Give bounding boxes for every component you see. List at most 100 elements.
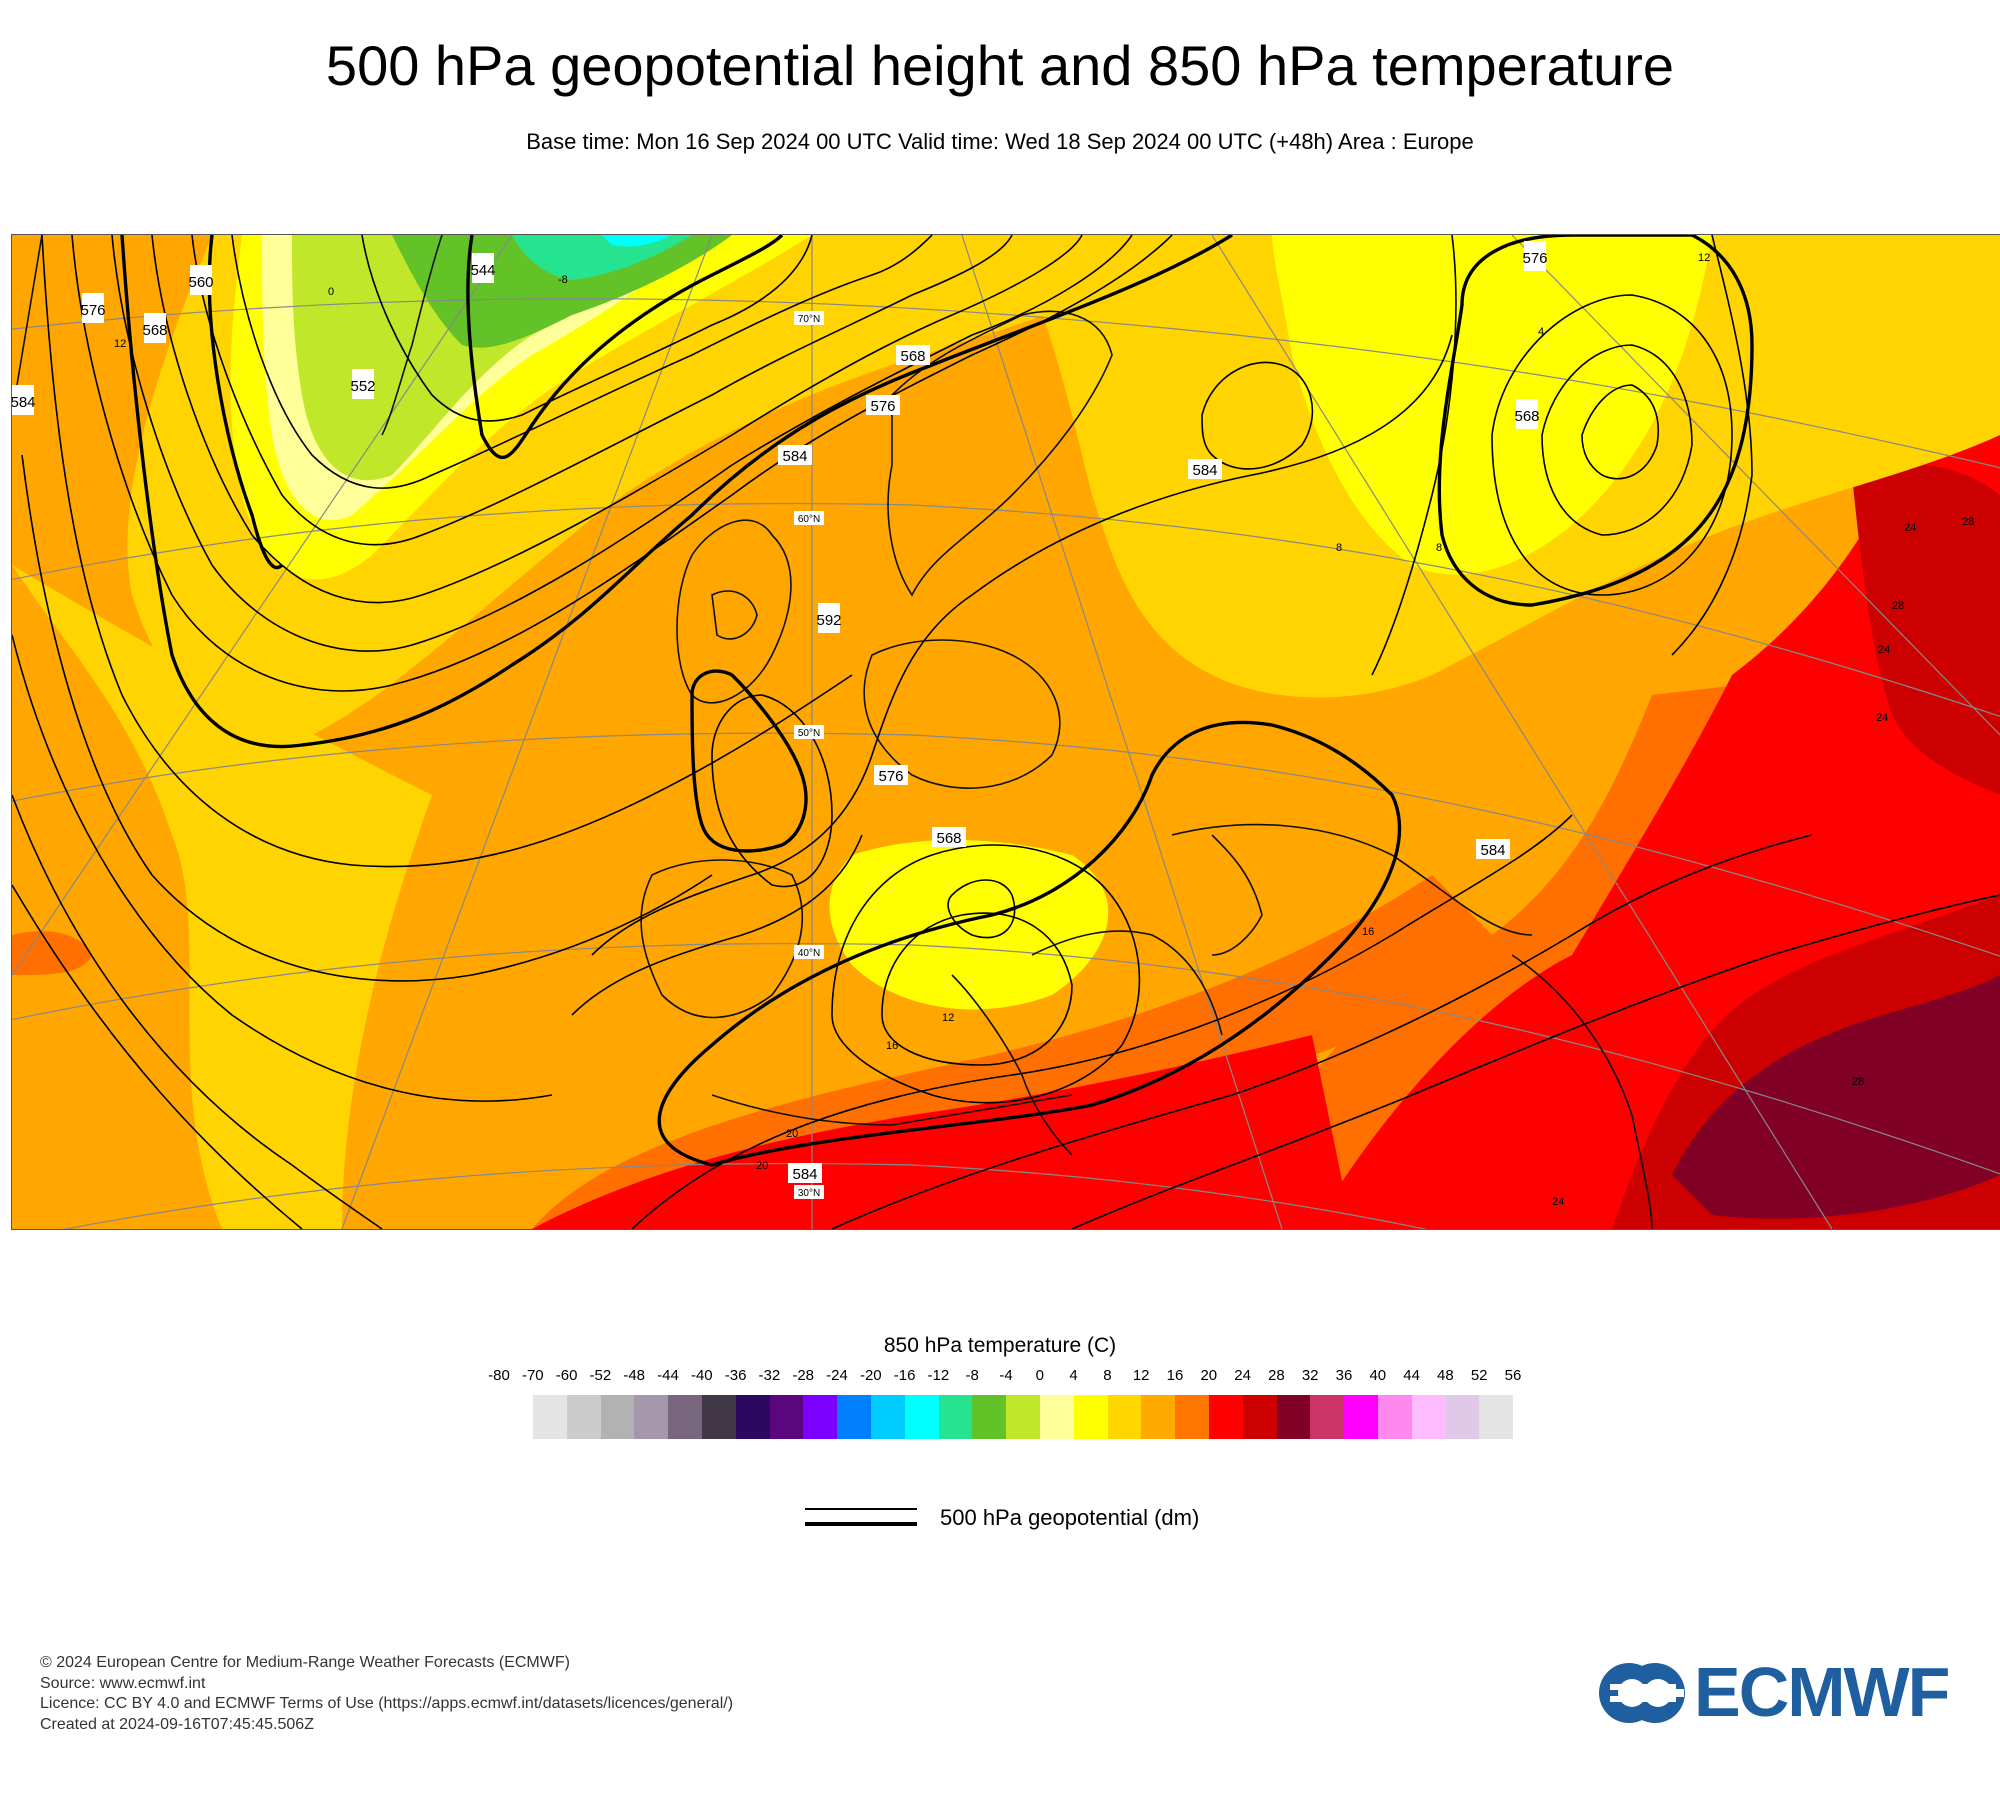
temp-region-12-west (12, 565, 432, 1229)
contour-label: 584 (12, 385, 36, 415)
temp-label: 24 (1876, 712, 1888, 724)
temp-label: 20 (756, 1160, 768, 1172)
contour-label: 568 (1514, 399, 1540, 429)
colorbar-tick-label: -44 (657, 1367, 679, 1384)
colorbar-swatch (1141, 1395, 1176, 1439)
contour-label: 576 (80, 293, 106, 323)
contour-label: 560 (188, 265, 214, 295)
contour-label: 576 (866, 395, 900, 415)
colorbar-swatch (634, 1395, 669, 1439)
colorbar-tick-label: 20 (1200, 1367, 1218, 1384)
colorbar-swatch (803, 1395, 838, 1439)
svg-text:70°N: 70°N (798, 314, 820, 325)
svg-text:568: 568 (1514, 408, 1539, 425)
colorbar-swatch (1073, 1395, 1108, 1439)
svg-text:592: 592 (816, 612, 841, 629)
contour-label: 544 (470, 253, 496, 283)
ecmwf-logo-icon (1599, 1663, 1685, 1723)
footer-licence: Licence: CC BY 4.0 and ECMWF Terms of Us… (40, 1695, 734, 1712)
geopotential-contours (12, 235, 2000, 1229)
svg-text:568: 568 (142, 322, 167, 339)
contour-legend-label: 500 hPa geopotential (dm) (940, 1505, 1200, 1530)
contour-label: 576 (1522, 241, 1548, 271)
colorbar-swatch (566, 1395, 601, 1439)
footer-source: Source: www.ecmwf.int (40, 1674, 206, 1692)
ecmwf-logo[interactable]: ECMWF (1596, 1656, 1968, 1728)
colorbar-swatch (769, 1395, 804, 1439)
colorbar-swatch (735, 1395, 770, 1439)
svg-text:40°N: 40°N (798, 948, 820, 959)
svg-text:576: 576 (870, 398, 895, 415)
temp-label: 4 (1538, 326, 1544, 338)
contour-label: 584 (788, 1163, 822, 1183)
contour-label: 592 (816, 603, 842, 633)
svg-text:584: 584 (1480, 842, 1505, 859)
footer-copyright: © 2024 European Centre for Medium-Range … (40, 1654, 570, 1671)
svg-text:584: 584 (12, 394, 36, 411)
graticule (12, 235, 2000, 1229)
svg-text:576: 576 (878, 768, 903, 785)
contour-label: 568 (896, 345, 930, 365)
colorbar-swatch (1479, 1395, 1514, 1439)
colorbar-tick-label: 40 (1369, 1367, 1387, 1384)
colorbar-tick-label: 12 (1132, 1367, 1150, 1384)
forecast-map[interactable]: 576 568 560 552 544 584 576 568 584 592 … (11, 234, 2000, 1230)
page-subtitle: Base time: Mon 16 Sep 2024 00 UTC Valid … (526, 129, 1474, 154)
svg-text:544: 544 (470, 262, 495, 279)
temp-label: 8 (1436, 542, 1442, 554)
colorbar-tick-label: 28 (1268, 1367, 1285, 1384)
temp-label: 28 (1892, 600, 1904, 612)
contour-label: 552 (350, 369, 376, 399)
lat-label: 40°N (794, 945, 824, 959)
ecmwf-logo-text: ECMWF (1694, 1653, 1950, 1731)
contour-label: 584 (1476, 839, 1510, 859)
temp-label: 24 (1904, 522, 1916, 534)
colorbar-tick-label: 36 (1335, 1367, 1353, 1384)
svg-text:30°N: 30°N (798, 1188, 820, 1199)
temp-label: 28 (1852, 1076, 1864, 1088)
colorbar-tick-label: 16 (1166, 1367, 1184, 1384)
colorbar-tick-label: -24 (826, 1367, 848, 1384)
colorbar-tick-label: -36 (724, 1367, 747, 1384)
contour-labels: 576 568 560 552 544 584 576 568 584 592 … (12, 241, 1548, 1183)
svg-text:584: 584 (792, 1166, 817, 1183)
svg-text:584: 584 (782, 448, 807, 465)
colorbar-swatch (1344, 1395, 1378, 1439)
colorbar-tick-label: 48 (1437, 1367, 1454, 1384)
temp-label: 8 (1336, 542, 1342, 554)
latitude-labels: 70°N 60°N 50°N 40°N 30°N (794, 311, 824, 1199)
temp-label: 24 (1878, 644, 1890, 656)
thin-line-sample (805, 1508, 917, 1510)
temp-region-m8 (512, 235, 692, 280)
temp-label: 16 (1362, 926, 1374, 938)
colorbar-tick-label: 52 (1470, 1367, 1488, 1384)
colorbar-swatch (1310, 1395, 1345, 1439)
svg-text:584: 584 (1192, 462, 1217, 479)
contour-label: 568 (142, 313, 168, 343)
svg-text:576: 576 (80, 302, 105, 319)
colorbar-swatch (1175, 1395, 1209, 1439)
contour-label: 568 (932, 827, 966, 847)
svg-text:60°N: 60°N (798, 514, 820, 525)
colorbar-swatch (668, 1395, 702, 1439)
colorbar-tick-label: -60 (555, 1367, 578, 1384)
temperature-legend-title: 850 hPa temperature (C) (883, 1334, 1117, 1357)
contour-line-sample (805, 1508, 917, 1526)
temp-region-m12 (602, 235, 672, 247)
temp-label: -8 (558, 274, 568, 286)
colorbar-swatch (1208, 1395, 1243, 1439)
colorbar-swatch (972, 1395, 1007, 1439)
temp-region-yellow-italy (829, 840, 1109, 1010)
svg-text:576: 576 (1522, 250, 1547, 267)
temp-region-28 (1672, 975, 2000, 1219)
lat-label: 30°N (794, 1185, 824, 1199)
colorbar-tick-label: -48 (623, 1367, 646, 1384)
temp-region-darkred-ne (1852, 464, 2000, 795)
svg-text:568: 568 (900, 348, 925, 365)
lat-label: 60°N (794, 511, 824, 525)
temp-label: 12 (114, 338, 126, 350)
footer: © 2024 European Centre for Medium-Range … (40, 1653, 733, 1735)
colorbar-tick-label: -70 (521, 1367, 544, 1384)
colorbar-swatch (533, 1395, 567, 1439)
colorbar-tick-label: -52 (589, 1367, 612, 1384)
